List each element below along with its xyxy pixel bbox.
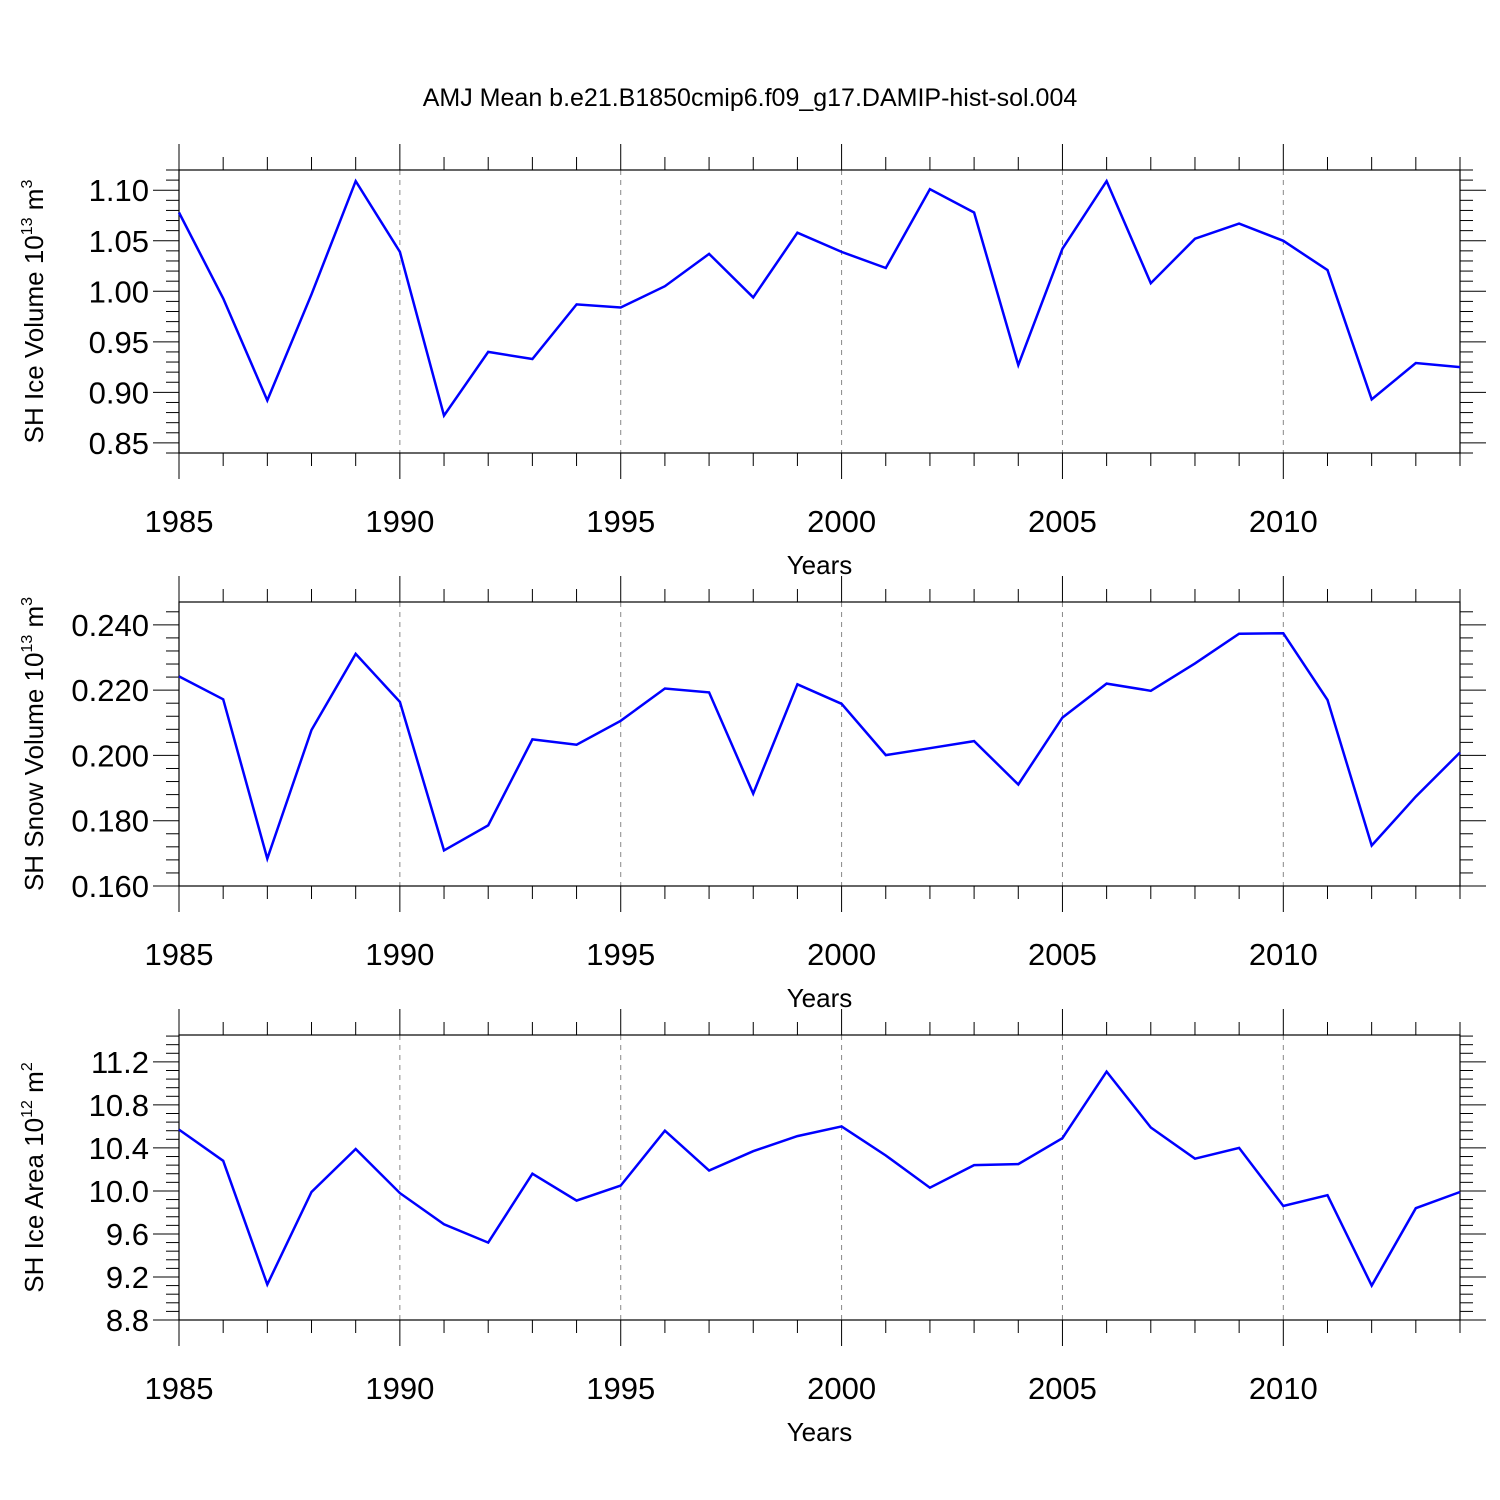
- x-tick-label: 1985: [145, 504, 214, 539]
- x-tick-label: 2005: [1028, 937, 1097, 972]
- y-tick-label: 1.00: [89, 274, 149, 309]
- y-tick-label: 0.180: [71, 804, 149, 839]
- panel-2: 0.160 0.180 0.200 0.220 0.240 1985 1990 1995 200…: [19, 576, 1486, 1013]
- x-tick-label: 2010: [1249, 937, 1318, 972]
- y-tick-label: 0.90: [89, 375, 149, 410]
- x-tick-label: 1985: [145, 1371, 214, 1406]
- figure-title: AMJ Mean b.e21.B1850cmip6.f09_g17.DAMIP-…: [423, 84, 1078, 112]
- y-tick-label: 0.240: [71, 608, 149, 643]
- y-tick-label: 10.0: [89, 1174, 149, 1209]
- y-tick-label: 11.2: [91, 1045, 149, 1080]
- y-tick-label: 0.160: [71, 869, 149, 904]
- y-tick-label: 0.220: [71, 673, 149, 708]
- x-tick-label: 2000: [807, 504, 876, 539]
- y-tick-label: 10.8: [89, 1088, 149, 1123]
- x-tick-label: 2000: [807, 1371, 876, 1406]
- y-tick-label: 1.05: [89, 224, 149, 259]
- series-line: [178, 632, 1461, 863]
- x-tick-label: 1995: [586, 1371, 655, 1406]
- y-tick-label: 1.10: [89, 173, 149, 208]
- y-tick-label: 8.8: [106, 1303, 149, 1338]
- x-axis-label: Years: [787, 983, 853, 1013]
- x-tick-label: 1990: [365, 504, 434, 539]
- plot-frame: [178, 169, 1461, 454]
- y-tick-label: 9.6: [106, 1217, 149, 1252]
- x-tick-label: 1995: [586, 937, 655, 972]
- x-tick-label: 2000: [807, 937, 876, 972]
- panel-1: 0.85 0.90 0.95 1.00 1.05 1.10 1985 1990 1995 2000…: [19, 144, 1486, 580]
- y-tick-label: 9.2: [106, 1260, 149, 1295]
- x-tick-label: 2005: [1028, 1371, 1097, 1406]
- x-tick-label: 1995: [586, 504, 655, 539]
- x-tick-label: 1990: [365, 937, 434, 972]
- y-axis-label: SH Ice Area 1012 m2: [19, 1062, 49, 1293]
- panel-3: 8.8 9.2 9.6 10.0 10.4 10.8 11.2 1985 1990 1995 200…: [19, 1009, 1486, 1447]
- x-axis-label: Years: [787, 550, 853, 580]
- y-axis-label: SH Snow Volume 1013 m3: [19, 597, 49, 891]
- series-line: [177, 178, 1461, 419]
- x-tick-label: 1985: [145, 937, 214, 972]
- y-tick-label: 10.4: [89, 1131, 149, 1166]
- plot-frame: [178, 601, 1461, 887]
- x-tick-label: 2010: [1249, 504, 1318, 539]
- plot-frame: [178, 1034, 1461, 1321]
- x-tick-label: 1990: [365, 1371, 434, 1406]
- series-line: [178, 1069, 1461, 1289]
- x-tick-label: 2005: [1028, 504, 1097, 539]
- x-axis-label: Years: [787, 1417, 853, 1447]
- x-tick-label: 2010: [1249, 1371, 1318, 1406]
- y-tick-label: 0.200: [71, 738, 149, 773]
- y-axis-label: SH Ice Volume 1013 m3: [19, 180, 49, 444]
- y-tick-label: 0.85: [89, 426, 149, 461]
- y-tick-label: 0.95: [89, 325, 149, 360]
